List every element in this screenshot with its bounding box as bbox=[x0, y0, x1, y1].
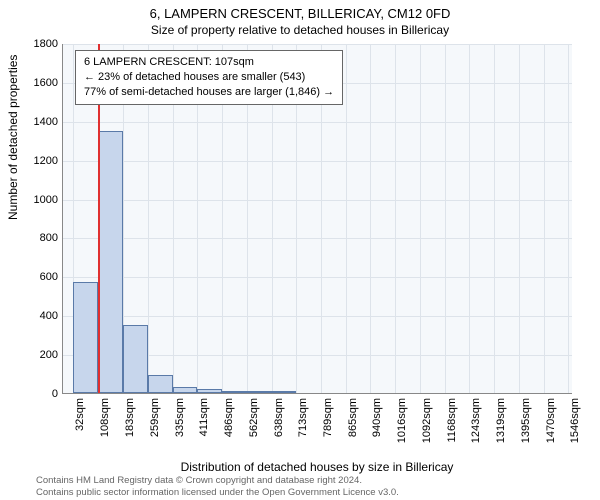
gridline-v bbox=[494, 44, 495, 393]
histogram-bar bbox=[197, 389, 222, 393]
x-tick: 108sqm bbox=[99, 398, 111, 448]
chart-container: 6, LAMPERN CRESCENT, BILLERICAY, CM12 0F… bbox=[0, 0, 600, 500]
x-tick: 865sqm bbox=[347, 398, 359, 448]
x-tick: 562sqm bbox=[248, 398, 260, 448]
chart-title: 6, LAMPERN CRESCENT, BILLERICAY, CM12 0F… bbox=[0, 0, 600, 21]
y-tick: 600 bbox=[8, 271, 58, 283]
gridline-h bbox=[63, 122, 572, 123]
x-tick: 1243sqm bbox=[470, 398, 482, 448]
gridline-v bbox=[568, 44, 569, 393]
x-tick: 1092sqm bbox=[421, 398, 433, 448]
gridline-v bbox=[469, 44, 470, 393]
gridline-v bbox=[370, 44, 371, 393]
gridline-h bbox=[63, 238, 572, 239]
footer: Contains HM Land Registry data © Crown c… bbox=[36, 475, 399, 498]
x-tick: 713sqm bbox=[297, 398, 309, 448]
info-line-1: 6 LAMPERN CRESCENT: 107sqm bbox=[84, 55, 334, 70]
x-tick: 1168sqm bbox=[446, 398, 458, 448]
info-line-2: ← 23% of detached houses are smaller (54… bbox=[84, 70, 334, 85]
x-tick: 32sqm bbox=[74, 398, 86, 448]
footer-line-2: Contains public sector information licen… bbox=[36, 487, 399, 498]
histogram-bar bbox=[98, 131, 123, 394]
gridline-h bbox=[63, 277, 572, 278]
x-tick: 1546sqm bbox=[569, 398, 581, 448]
gridline-h bbox=[63, 316, 572, 317]
plot-area: 6 LAMPERN CRESCENT: 107sqm ← 23% of deta… bbox=[62, 44, 572, 394]
x-tick: 638sqm bbox=[273, 398, 285, 448]
y-tick: 200 bbox=[8, 349, 58, 361]
y-tick: 0 bbox=[8, 388, 58, 400]
gridline-v bbox=[395, 44, 396, 393]
x-tick: 1319sqm bbox=[495, 398, 507, 448]
histogram-bar bbox=[173, 387, 198, 393]
histogram-bar bbox=[123, 325, 148, 393]
info-line-3: 77% of semi-detached houses are larger (… bbox=[84, 85, 334, 100]
histogram-bar bbox=[148, 375, 173, 393]
x-tick: 1470sqm bbox=[545, 398, 557, 448]
y-tick: 400 bbox=[8, 310, 58, 322]
gridline-v bbox=[445, 44, 446, 393]
y-tick: 1800 bbox=[8, 38, 58, 50]
y-tick: 1200 bbox=[8, 155, 58, 167]
footer-line-1: Contains HM Land Registry data © Crown c… bbox=[36, 475, 399, 486]
gridline-v bbox=[544, 44, 545, 393]
histogram-bar bbox=[222, 391, 247, 393]
x-tick: 183sqm bbox=[124, 398, 136, 448]
gridline-h bbox=[63, 200, 572, 201]
gridline-v bbox=[420, 44, 421, 393]
gridline-h bbox=[63, 161, 572, 162]
y-tick: 1000 bbox=[8, 194, 58, 206]
gridline-h bbox=[63, 44, 572, 45]
x-tick: 411sqm bbox=[198, 398, 210, 448]
chart-subtitle: Size of property relative to detached ho… bbox=[0, 21, 600, 37]
x-tick: 1395sqm bbox=[520, 398, 532, 448]
histogram-bar bbox=[272, 391, 297, 393]
y-tick: 1400 bbox=[8, 116, 58, 128]
info-box: 6 LAMPERN CRESCENT: 107sqm ← 23% of deta… bbox=[75, 50, 343, 105]
histogram-bar bbox=[73, 282, 98, 393]
x-tick: 1016sqm bbox=[396, 398, 408, 448]
x-axis-label: Distribution of detached houses by size … bbox=[62, 460, 572, 474]
y-tick: 1600 bbox=[8, 77, 58, 89]
histogram-bar bbox=[247, 391, 272, 393]
x-tick: 335sqm bbox=[174, 398, 186, 448]
x-tick: 259sqm bbox=[149, 398, 161, 448]
gridline-v bbox=[346, 44, 347, 393]
gridline-v bbox=[519, 44, 520, 393]
y-tick: 800 bbox=[8, 232, 58, 244]
x-tick: 940sqm bbox=[371, 398, 383, 448]
x-tick: 789sqm bbox=[322, 398, 334, 448]
x-tick: 486sqm bbox=[223, 398, 235, 448]
